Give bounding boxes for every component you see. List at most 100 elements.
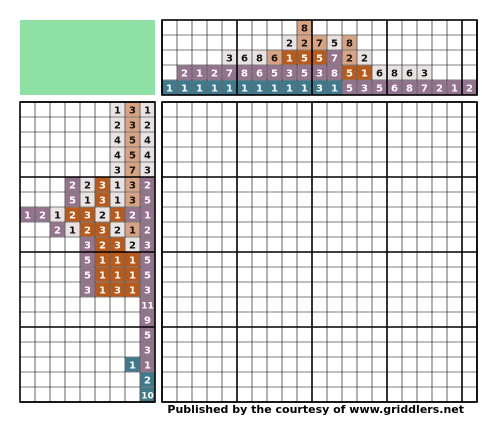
column-clue-cell-15-1[interactable]	[387, 80, 402, 95]
row-clue-cell-1-2[interactable]	[140, 117, 155, 132]
row-clue-cell-17-0[interactable]	[125, 357, 140, 372]
column-clue-cell-6-1[interactable]	[252, 65, 267, 80]
column-clue-cell-0-0[interactable]	[162, 80, 177, 95]
row-clue-cell-4-2[interactable]	[140, 162, 155, 177]
row-clue-cell-10-2[interactable]	[110, 252, 125, 267]
column-clue-cell-7-0[interactable]	[267, 50, 282, 65]
row-clue-cell-5-0[interactable]	[65, 177, 80, 192]
row-clue-cell-8-6[interactable]	[140, 222, 155, 237]
row-clue-cell-17-1[interactable]	[140, 357, 155, 372]
column-clue-cell-8-1[interactable]	[282, 50, 297, 65]
column-clue-cell-10-3[interactable]	[312, 80, 327, 95]
row-clue-cell-4-1[interactable]	[125, 162, 140, 177]
column-clue-cell-12-1[interactable]	[342, 50, 357, 65]
column-clue-cell-11-1[interactable]	[327, 50, 342, 65]
column-clue-cell-10-1[interactable]	[312, 50, 327, 65]
row-clue-cell-8-0[interactable]	[50, 222, 65, 237]
row-clue-cell-19-0[interactable]	[140, 387, 155, 402]
column-clue-cell-14-0[interactable]	[372, 65, 387, 80]
row-clue-cell-1-1[interactable]	[125, 117, 140, 132]
row-clue-cell-3-2[interactable]	[140, 147, 155, 162]
column-clue-cell-9-1[interactable]	[297, 35, 312, 50]
column-clue-cell-3-0[interactable]	[207, 65, 222, 80]
row-clue-cell-8-2[interactable]	[80, 222, 95, 237]
row-clue-cell-7-5[interactable]	[95, 207, 110, 222]
row-clue-cell-7-7[interactable]	[125, 207, 140, 222]
column-clue-cell-6-0[interactable]	[252, 50, 267, 65]
row-clue-cell-3-1[interactable]	[125, 147, 140, 162]
column-clue-cell-7-2[interactable]	[267, 80, 282, 95]
column-clue-cell-4-2[interactable]	[222, 80, 237, 95]
row-clue-cell-13-0[interactable]	[140, 297, 155, 312]
column-clue-cell-6-2[interactable]	[252, 80, 267, 95]
row-clue-cell-8-1[interactable]	[65, 222, 80, 237]
row-clue-cell-9-2[interactable]	[110, 237, 125, 252]
column-clue-cell-12-0[interactable]	[342, 35, 357, 50]
row-clue-cell-6-4[interactable]	[125, 192, 140, 207]
row-clue-cell-10-1[interactable]	[95, 252, 110, 267]
row-clue-cell-11-0[interactable]	[80, 267, 95, 282]
column-clue-cell-5-2[interactable]	[237, 80, 252, 95]
column-clue-cell-5-0[interactable]	[237, 50, 252, 65]
row-clue-cell-16-0[interactable]	[140, 342, 155, 357]
row-clue-cell-7-8[interactable]	[140, 207, 155, 222]
column-clue-cell-10-0[interactable]	[312, 35, 327, 50]
row-clue-cell-5-4[interactable]	[125, 177, 140, 192]
row-clue-cell-6-1[interactable]	[80, 192, 95, 207]
row-clue-cell-9-0[interactable]	[80, 237, 95, 252]
column-clue-cell-13-1[interactable]	[357, 65, 372, 80]
row-clue-cell-6-0[interactable]	[65, 192, 80, 207]
row-clue-cell-7-2[interactable]	[50, 207, 65, 222]
column-clue-cell-9-0[interactable]	[297, 20, 312, 35]
row-clue-cell-5-1[interactable]	[80, 177, 95, 192]
column-clue-cell-11-0[interactable]	[327, 35, 342, 50]
column-clue-cell-8-2[interactable]	[282, 65, 297, 80]
row-clue-cell-0-2[interactable]	[140, 102, 155, 117]
row-clue-cell-0-1[interactable]	[125, 102, 140, 117]
row-clue-cell-12-4[interactable]	[140, 282, 155, 297]
column-clue-cell-9-2[interactable]	[297, 50, 312, 65]
row-clue-cell-9-4[interactable]	[140, 237, 155, 252]
column-clue-cell-14-1[interactable]	[372, 80, 387, 95]
row-clue-cell-2-2[interactable]	[140, 132, 155, 147]
row-clue-cell-10-3[interactable]	[125, 252, 140, 267]
column-clue-cell-18-0[interactable]	[432, 80, 447, 95]
column-clue-cell-7-1[interactable]	[267, 65, 282, 80]
column-clue-cell-4-1[interactable]	[222, 65, 237, 80]
row-clue-cell-10-4[interactable]	[140, 252, 155, 267]
column-clue-cell-13-2[interactable]	[357, 80, 372, 95]
row-clue-cell-11-3[interactable]	[125, 267, 140, 282]
column-clue-cell-16-1[interactable]	[402, 80, 417, 95]
column-clue-cell-17-0[interactable]	[417, 65, 432, 80]
column-clue-cell-19-0[interactable]	[447, 80, 462, 95]
column-clue-cell-11-2[interactable]	[327, 65, 342, 80]
row-clue-cell-8-3[interactable]	[95, 222, 110, 237]
row-clue-cell-7-1[interactable]	[35, 207, 50, 222]
column-clue-cell-4-0[interactable]	[222, 50, 237, 65]
column-clue-cell-13-0[interactable]	[357, 50, 372, 65]
row-clue-cell-1-0[interactable]	[110, 117, 125, 132]
row-clue-cell-5-3[interactable]	[110, 177, 125, 192]
row-clue-cell-12-1[interactable]	[95, 282, 110, 297]
column-clue-cell-17-1[interactable]	[417, 80, 432, 95]
column-clue-cell-12-2[interactable]	[342, 65, 357, 80]
row-clue-cell-7-0[interactable]	[20, 207, 35, 222]
column-clue-cell-11-3[interactable]	[327, 80, 342, 95]
row-clue-cell-11-2[interactable]	[110, 267, 125, 282]
row-clue-cell-2-0[interactable]	[110, 132, 125, 147]
row-clue-cell-0-0[interactable]	[110, 102, 125, 117]
row-clue-cell-8-4[interactable]	[110, 222, 125, 237]
row-clue-cell-6-2[interactable]	[95, 192, 110, 207]
row-clue-cell-15-0[interactable]	[140, 327, 155, 342]
row-clue-cell-11-4[interactable]	[140, 267, 155, 282]
row-clue-cell-6-5[interactable]	[140, 192, 155, 207]
row-clue-cell-7-4[interactable]	[80, 207, 95, 222]
row-clue-cell-7-3[interactable]	[65, 207, 80, 222]
row-clue-cell-3-0[interactable]	[110, 147, 125, 162]
column-clue-cell-1-1[interactable]	[177, 80, 192, 95]
column-clue-cell-1-0[interactable]	[177, 65, 192, 80]
column-clue-cell-3-1[interactable]	[207, 80, 222, 95]
column-clue-cell-12-3[interactable]	[342, 80, 357, 95]
row-clue-cell-5-5[interactable]	[140, 177, 155, 192]
column-clue-cell-20-0[interactable]	[462, 80, 477, 95]
